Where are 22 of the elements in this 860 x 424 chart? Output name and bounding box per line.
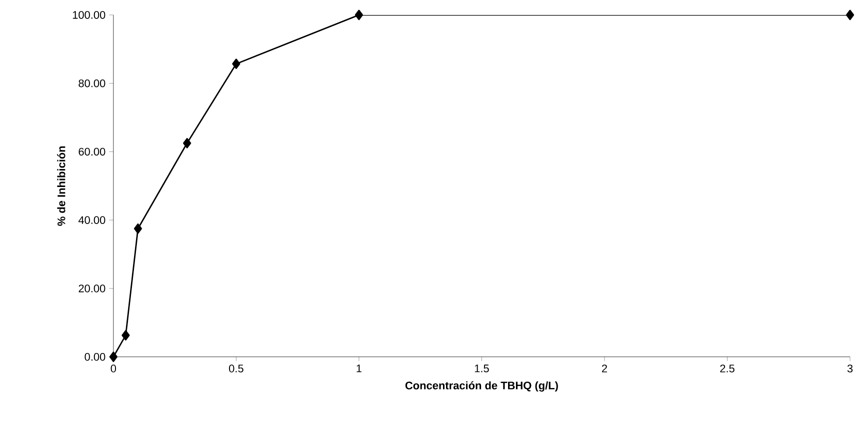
point <box>183 138 192 149</box>
y-axis-title: % de Inhibición <box>57 146 66 226</box>
y-tick-label: 80.00 <box>78 80 106 88</box>
x-tick-label: 3 <box>847 364 853 373</box>
x-axis-title: Concentración de TBHQ (g/L) <box>405 381 558 392</box>
point <box>134 224 142 234</box>
y-tick-label: 100.00 <box>72 11 106 20</box>
x-tick-label: 0 <box>110 364 116 373</box>
x-tick-label: 2.5 <box>720 364 734 373</box>
x-tick-label: 0.5 <box>228 364 244 373</box>
y-tick-label: 40.00 <box>78 216 106 224</box>
point <box>122 330 130 341</box>
y-tick-label: 60.00 <box>78 148 106 156</box>
point <box>846 10 854 20</box>
point <box>109 352 118 362</box>
x-tick-label: 1.5 <box>474 364 489 372</box>
point <box>354 10 364 20</box>
y-tick-label: 20.00 <box>78 284 106 293</box>
x-tick-label: 1 <box>356 364 362 372</box>
y-tick-label: 0.00 <box>84 353 106 361</box>
point <box>232 58 240 70</box>
x-tick-label: 2 <box>602 364 607 372</box>
